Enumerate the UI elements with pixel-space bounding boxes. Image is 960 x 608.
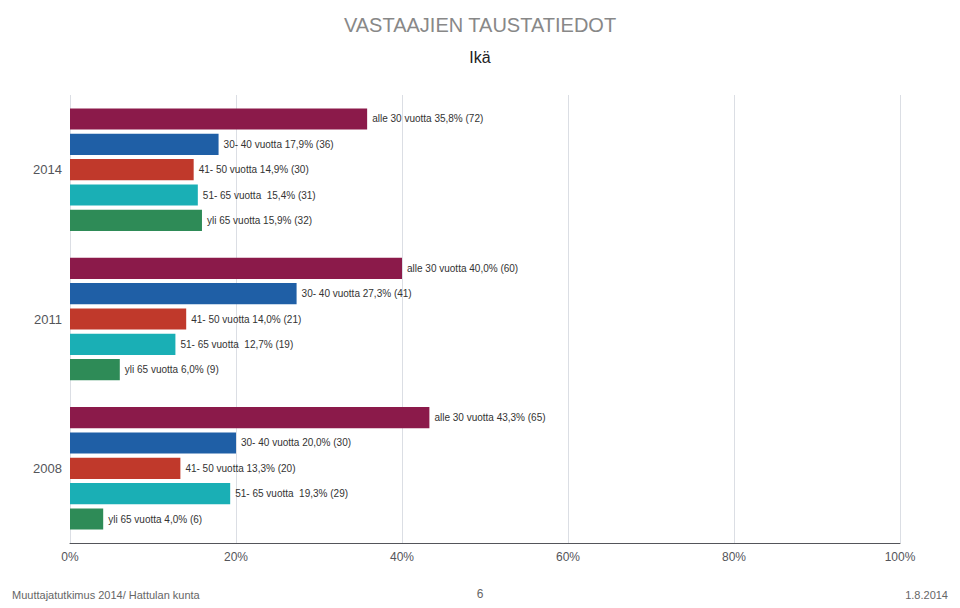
svg-text:41- 50 vuotta 14,9% (30): 41- 50 vuotta 14,9% (30) [199,164,309,175]
svg-text:0%: 0% [61,550,79,564]
svg-text:Muuttajatutkimus 2014/ Hattula: Muuttajatutkimus 2014/ Hattulan kunta [12,589,201,601]
svg-text:51- 65 vuotta 15,4% (31): 51- 65 vuotta 15,4% (31) [203,190,316,201]
svg-text:30- 40 vuotta 27,3% (41): 30- 40 vuotta 27,3% (41) [302,288,412,299]
svg-text:alle 30 vuotta 35,8% (72): alle 30 vuotta 35,8% (72) [372,113,483,124]
svg-text:6: 6 [477,587,484,601]
svg-text:41- 50 vuotta 13,3% (20): 41- 50 vuotta 13,3% (20) [185,463,295,474]
svg-text:51- 65 vuotta 12,7% (19): 51- 65 vuotta 12,7% (19) [180,339,293,350]
svg-text:30- 40 vuotta 20,0% (30): 30- 40 vuotta 20,0% (30) [241,437,351,448]
svg-text:30- 40 vuotta 17,9% (36): 30- 40 vuotta 17,9% (36) [224,139,334,150]
svg-text:20%: 20% [224,550,248,564]
svg-text:alle 30 vuotta 43,3% (65): alle 30 vuotta 43,3% (65) [434,412,545,423]
svg-text:yli 65 vuotta 4,0% (6): yli 65 vuotta 4,0% (6) [108,514,202,525]
svg-text:Ikä: Ikä [469,49,490,66]
svg-text:2011: 2011 [34,312,62,327]
svg-text:1.8.2014: 1.8.2014 [905,589,948,601]
svg-text:VASTAAJIEN TAUSTATIEDOT: VASTAAJIEN TAUSTATIEDOT [344,14,616,36]
svg-text:41- 50 vuotta 14,0% (21): 41- 50 vuotta 14,0% (21) [191,314,301,325]
svg-text:100%: 100% [885,550,916,564]
svg-text:2008: 2008 [33,461,62,476]
svg-text:yli 65 vuotta 15,9% (32): yli 65 vuotta 15,9% (32) [207,215,312,226]
svg-text:60%: 60% [556,550,580,564]
svg-text:yli 65 vuotta 6,0% (9): yli 65 vuotta 6,0% (9) [125,364,219,375]
svg-text:alle 30 vuotta 40,0% (60): alle 30 vuotta 40,0% (60) [407,263,518,274]
svg-text:80%: 80% [722,550,746,564]
svg-text:2014: 2014 [33,162,62,177]
svg-text:40%: 40% [390,550,414,564]
svg-text:51- 65 vuotta 19,3% (29): 51- 65 vuotta 19,3% (29) [235,488,348,499]
